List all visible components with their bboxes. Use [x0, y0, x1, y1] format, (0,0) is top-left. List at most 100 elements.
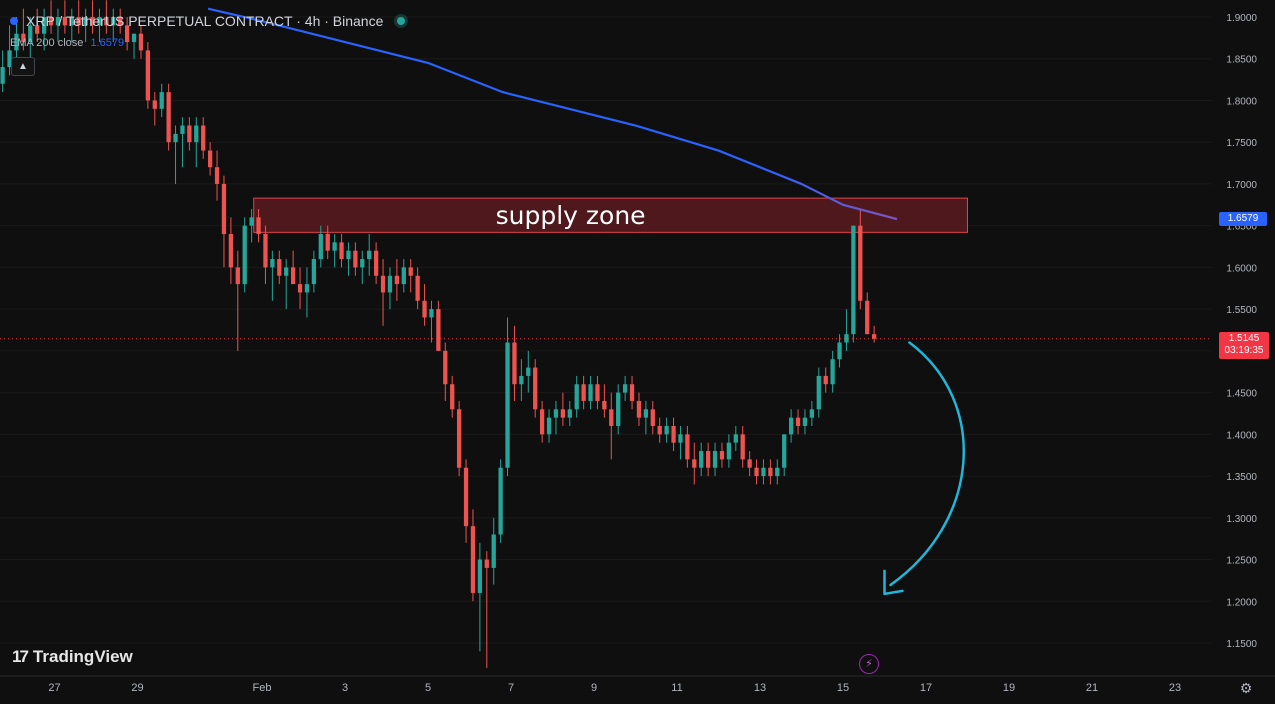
time-tick-label: 7	[508, 682, 514, 694]
candle	[387, 267, 393, 310]
candle-body	[214, 167, 220, 184]
candle-body	[152, 100, 157, 109]
candle	[339, 234, 344, 268]
candle	[207, 142, 213, 176]
supply-zone[interactable]: supply zone	[253, 197, 968, 233]
candle	[775, 459, 780, 485]
candle	[263, 225, 268, 285]
candle-body	[387, 275, 393, 293]
candle	[69, 8, 74, 43]
time-tick-label: 27	[48, 682, 60, 694]
candle	[719, 442, 725, 468]
candle-body	[657, 425, 662, 435]
candle-body	[740, 434, 745, 460]
candle-body	[533, 367, 538, 410]
candle	[795, 409, 801, 435]
candle	[249, 208, 254, 243]
candle-body	[256, 217, 261, 235]
candle-body	[574, 384, 579, 410]
price-tick-label: 1.4500	[1226, 389, 1257, 400]
candle-body	[498, 467, 503, 535]
lightning-icon[interactable]: ⚡	[859, 654, 879, 674]
candle	[463, 459, 469, 543]
gear-icon[interactable]: ⚙	[1239, 680, 1253, 696]
candle	[187, 117, 192, 151]
time-tick-label: 29	[131, 682, 143, 694]
candle	[166, 83, 171, 151]
candle	[740, 425, 745, 468]
candle-body	[837, 342, 842, 360]
tradingview-logo-text: TradingView	[32, 647, 133, 666]
candle-body	[235, 267, 240, 285]
indicator-legend[interactable]: EMA 200 close 1.6579	[10, 37, 124, 49]
candle	[436, 300, 441, 351]
candle	[104, 0, 109, 34]
candle	[629, 375, 635, 410]
candle	[235, 250, 240, 351]
candle	[830, 350, 835, 393]
candle-body	[35, 25, 40, 34]
candle	[201, 117, 206, 159]
candle	[726, 434, 732, 468]
candle	[602, 384, 607, 418]
candle-body	[339, 242, 344, 260]
candle-body	[671, 425, 676, 443]
candle-body	[201, 125, 206, 151]
candle-body	[692, 459, 697, 468]
candle	[498, 459, 503, 543]
candle-body	[643, 409, 649, 418]
candle	[802, 409, 808, 435]
ema-price-tag: 1.6579	[1219, 212, 1267, 227]
candle-body	[664, 425, 669, 435]
candle	[124, 17, 130, 51]
collapse-legend-button[interactable]: ▲	[11, 57, 35, 76]
ema-price-tag-text: 1.6579	[1227, 213, 1259, 225]
candle	[788, 409, 794, 443]
candle	[242, 217, 247, 293]
tradingview-logo[interactable]: 17 TradingView	[12, 647, 133, 667]
candle	[83, 8, 88, 43]
candle	[491, 517, 496, 585]
candle-body	[456, 409, 462, 468]
candle	[816, 367, 821, 418]
candle	[754, 459, 759, 485]
candle-body	[270, 259, 275, 268]
price-tick-label: 1.9000	[1226, 13, 1257, 24]
candle-body	[318, 234, 323, 260]
candle	[685, 425, 690, 468]
market-status-icon[interactable]	[397, 17, 406, 25]
candle	[609, 392, 614, 460]
symbol-header: XRP / TetherUS PERPETUAL CONTRACT · 4h ·…	[10, 13, 406, 29]
candle	[311, 250, 317, 293]
candle-body	[484, 559, 489, 568]
time-tick-label: 9	[591, 682, 597, 694]
candle-body	[401, 267, 406, 285]
candle-body	[408, 267, 413, 276]
candle-body	[14, 33, 19, 51]
candle	[97, 8, 102, 43]
price-tick-label: 1.8000	[1226, 96, 1257, 107]
candle-body	[138, 33, 144, 51]
candle	[512, 325, 517, 401]
candle	[228, 217, 234, 285]
symbol-title[interactable]: XRP / TetherUS PERPETUAL CONTRACT · 4h ·…	[26, 13, 384, 29]
candle	[553, 400, 559, 435]
candle-body	[194, 125, 199, 143]
time-axis[interactable]: 27 29 Feb 3 5 7 9 11 13 15 17 19 21 23	[0, 675, 1275, 694]
candle	[546, 409, 552, 443]
candle-body	[775, 467, 780, 477]
candle	[429, 300, 434, 343]
supply-zone-box	[253, 197, 968, 233]
time-tick-label: 23	[1169, 682, 1181, 694]
candle	[692, 442, 697, 485]
candle-body	[394, 275, 400, 285]
candle-body	[788, 417, 794, 435]
candle	[173, 125, 178, 184]
indicator-value: 1.6579	[90, 37, 125, 49]
down-arrow-annotation[interactable]	[883, 341, 965, 596]
candle	[851, 225, 856, 343]
candle-body	[436, 309, 441, 351]
candle-body	[560, 409, 566, 418]
